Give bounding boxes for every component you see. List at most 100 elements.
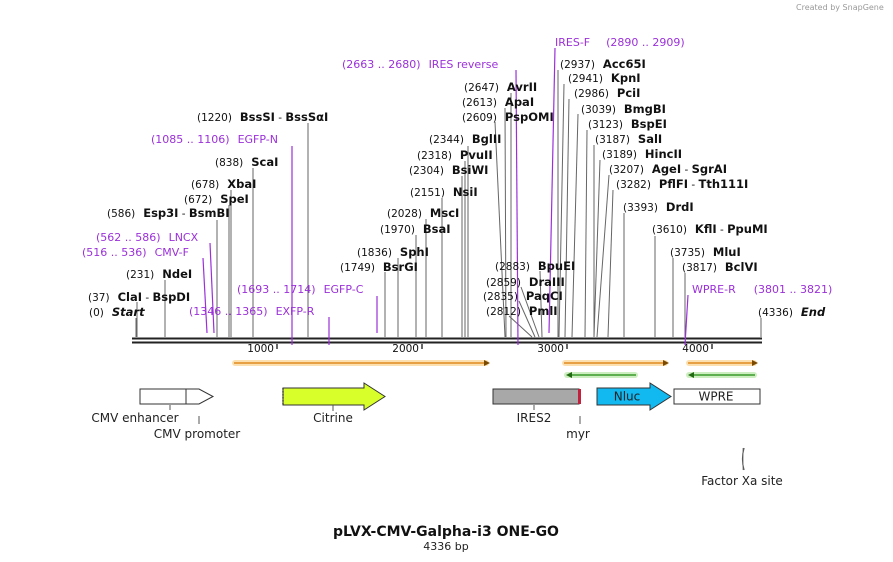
site-label: (2883) BpuEI	[495, 259, 575, 273]
site-label: (231) NdeI	[126, 267, 192, 281]
site-label: (3123) BspEI	[588, 117, 667, 131]
site-label: (2986) PciI	[574, 86, 640, 100]
site-label: (2344) BglII	[429, 132, 501, 146]
ruler-label-3000: 3000	[537, 343, 564, 355]
site-position: (672)	[184, 194, 212, 206]
site-position: (3039)	[581, 104, 616, 116]
site-position: (2609)	[462, 112, 497, 124]
site-label: (2937) Acc65I	[560, 57, 646, 71]
site-label: (2151) NsiI	[410, 185, 478, 199]
enzyme-name: PspOMI	[505, 110, 554, 124]
feature-factor-xa-site: Factor Xa site	[701, 447, 783, 488]
ruler-label-2000: 2000	[392, 343, 419, 355]
sequence-backbone	[132, 337, 762, 344]
feature-cmv-enhancer: CMV enhancer	[91, 388, 187, 425]
site-position: (2941)	[568, 73, 603, 85]
primer-egfp-n: (1085 .. 1106) EGFP-N	[151, 133, 278, 146]
primer-cmv-f: (516 .. 536) CMV-F	[82, 246, 189, 259]
feature-label: Nluc	[614, 390, 641, 404]
enzyme-name: ApaI	[505, 95, 534, 109]
site-position: (2151)	[410, 187, 445, 199]
feature-label: CMV promoter	[154, 427, 241, 441]
enzyme-name: KflI	[695, 222, 717, 236]
enzyme-name: BssSαI	[285, 110, 328, 124]
feature-ires2: IRES2	[492, 388, 580, 425]
feature-nluc: Nluc	[596, 382, 672, 411]
enzyme-name: BsaI	[423, 222, 451, 236]
enzyme-name: BspEI	[631, 117, 667, 131]
feature-cmv-promoter: CMV promoter	[154, 388, 241, 441]
site-label: (1220) BssSI - BssSαI	[197, 110, 328, 124]
site-position: (2028)	[387, 208, 422, 220]
site-label: (2647) AvrII	[464, 80, 537, 94]
site-label: (672) SpeI	[184, 192, 249, 206]
site-position: (2835)	[483, 291, 518, 303]
feature-myr: myr	[566, 389, 590, 441]
site-position: (2812)	[486, 306, 521, 318]
enzyme-name: SgrAI	[692, 162, 727, 176]
site-position: (3207)	[609, 164, 644, 176]
site-position: (2344)	[429, 134, 464, 146]
site-label: (2859) DraIII	[486, 275, 565, 289]
site-position: (3817)	[682, 262, 717, 274]
site-label: (3610) KflI - PpuMI	[652, 222, 768, 236]
enzyme-name: PvuII	[460, 148, 493, 162]
site-position: (3735)	[670, 247, 705, 259]
enzyme-name: BsrGI	[383, 260, 418, 274]
site-position: (231)	[126, 269, 154, 281]
site-position: (2613)	[462, 97, 497, 109]
site-label: (1970) BsaI	[380, 222, 451, 236]
ruler-label-4000: 4000	[682, 343, 709, 355]
site-position: (2318)	[417, 150, 452, 162]
site-position: (3123)	[588, 119, 623, 131]
enzyme-name: BspDI	[152, 290, 190, 304]
site-label: (3207) AgeI - SgrAI	[609, 162, 727, 176]
site-position: (3610)	[652, 224, 687, 236]
enzyme-name: BglII	[472, 132, 502, 146]
site-label: (3735) MluI	[670, 245, 741, 259]
feature-wpre: WPRE	[673, 388, 761, 405]
enzyme-name: PpuMI	[727, 222, 768, 236]
enzyme-name: BsmBI	[189, 206, 230, 220]
feature-label: Citrine	[313, 411, 353, 425]
enzyme-name: PciI	[617, 86, 640, 100]
reverse-orf-arrow	[686, 372, 757, 378]
enzyme-name: AgeI	[652, 162, 681, 176]
site-label: (3039) BmgBI	[581, 102, 666, 116]
orf-arrow	[232, 360, 490, 366]
feature-label: Factor Xa site	[701, 474, 783, 488]
site-position: (1220)	[197, 112, 232, 124]
enzyme-name: XbaI	[227, 177, 256, 191]
site-label: (2613) ApaI	[462, 95, 534, 109]
site-position: (37)	[88, 292, 110, 304]
restriction-sites: (0) Start(37) ClaI - BspDI(231) NdeI(586) Es…	[88, 57, 826, 319]
enzyme-name: Esp3I	[143, 206, 178, 220]
site-label: (2812) PmlI	[486, 304, 558, 318]
enzyme-name: NdeI	[162, 267, 192, 281]
enzyme-name: PaqCI	[526, 289, 563, 303]
feature-label: CMV enhancer	[91, 411, 178, 425]
snapgene-credit: Created by SnapGene	[796, 3, 884, 12]
site-position: (1970)	[380, 224, 415, 236]
site-position: (678)	[191, 179, 219, 191]
site-label: (3187) SalI	[595, 132, 662, 146]
site-position: (2859)	[486, 277, 521, 289]
site-label: (2609) PspOMI	[462, 110, 554, 124]
primer-lines	[202, 47, 689, 346]
feature-label: myr	[566, 427, 590, 441]
site-label: (3189) HincII	[602, 147, 682, 161]
site-position: (838)	[215, 157, 243, 169]
site-label: (2835) PaqCI	[483, 289, 563, 303]
site-label: (2941) KpnI	[568, 71, 641, 85]
primer-ires-reverse: (2663 .. 2680) IRES reverse	[342, 58, 498, 71]
ruler: 1000 2000 3000 4000	[247, 343, 713, 355]
site-position: (2937)	[560, 59, 595, 71]
site-label: (2304) BsiWI	[409, 163, 488, 177]
site-label: (3817) BclVI	[682, 260, 758, 274]
orf-arrows	[232, 360, 758, 378]
site-position: (3189)	[602, 149, 637, 161]
feature-label: IRES2	[517, 411, 552, 425]
site-position: (2647)	[464, 82, 499, 94]
enzyme-name: Acc65I	[603, 57, 646, 71]
primer-ires-f: IRES-F (2890 .. 2909)	[555, 36, 685, 49]
